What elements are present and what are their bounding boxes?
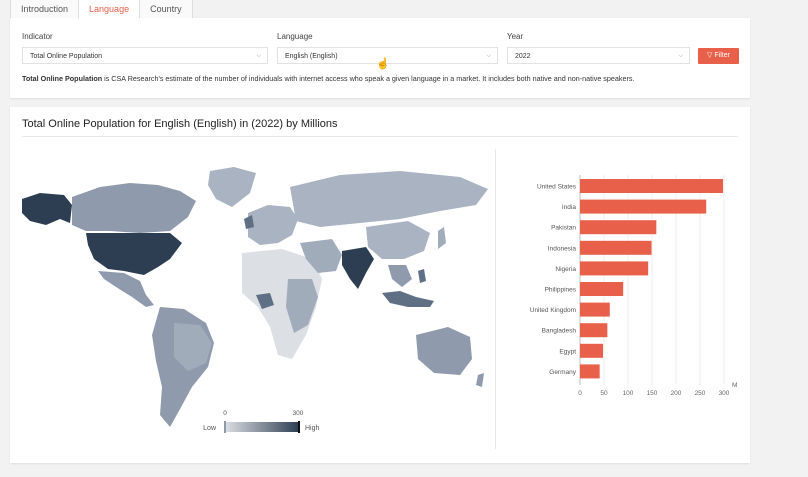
language-label: Language: [277, 32, 313, 41]
chevron-down-icon: ⌵: [678, 53, 683, 59]
world-map[interactable]: 0 300 Low High: [20, 147, 490, 477]
map-russia[interactable]: [290, 171, 488, 227]
map-australia[interactable]: [416, 327, 472, 375]
bar[interactable]: [580, 282, 624, 296]
x-tick-label: 50: [600, 390, 608, 397]
bar[interactable]: [580, 199, 707, 214]
category-label: India: [562, 204, 576, 211]
map-brazil[interactable]: [174, 323, 212, 371]
map-nigeria[interactable]: [256, 293, 274, 309]
year-value: 2022: [515, 53, 531, 60]
chart-panel: Total Online Population for English (Eng…: [10, 107, 750, 463]
year-select[interactable]: 2022 ⌵: [507, 47, 690, 64]
category-label: United Kingdom: [530, 307, 576, 314]
map-southeast-asia[interactable]: [388, 265, 412, 287]
indicator-label: Indicator: [22, 32, 53, 41]
hand-cursor-icon: ☝: [376, 58, 390, 70]
description-term: Total Online Population: [22, 74, 103, 83]
legend-low-label: Low: [203, 425, 217, 432]
map-philippines[interactable]: [418, 269, 426, 283]
map-usa[interactable]: [86, 233, 182, 275]
map-east-africa[interactable]: [286, 279, 318, 333]
category-label: Germany: [549, 369, 576, 376]
map-uk[interactable]: [244, 215, 254, 229]
map-greenland[interactable]: [208, 167, 256, 207]
map-japan[interactable]: [438, 227, 446, 249]
x-tick-label: 100: [623, 390, 634, 397]
x-tick-label: 150: [647, 390, 658, 397]
legend-high-label: High: [305, 425, 320, 432]
x-tick-label: 0: [578, 390, 582, 397]
language-value: English (English): [285, 53, 338, 60]
map-india[interactable]: [342, 247, 374, 289]
filter-button[interactable]: ▽ Filter: [698, 48, 739, 64]
tab-bar: Introduction Language Country: [10, 0, 193, 19]
legend-handle-low[interactable]: [224, 421, 226, 433]
map-china[interactable]: [366, 221, 430, 259]
description-text: is CSA Research's estimate of the number…: [102, 74, 635, 83]
map-africa[interactable]: [242, 249, 322, 359]
indicator-select[interactable]: Total Online Population ⌵: [22, 47, 268, 64]
filter-button-label: Filter: [714, 52, 730, 59]
tab-country[interactable]: Country: [139, 0, 193, 19]
category-label: Nigeria: [555, 266, 576, 273]
bar[interactable]: [580, 240, 652, 255]
legend-handle-high[interactable]: [298, 421, 300, 433]
bar[interactable]: [580, 364, 600, 379]
map-middle-east[interactable]: [300, 239, 342, 273]
x-tick-label: 200: [671, 390, 682, 397]
category-label: Pakistan: [551, 225, 576, 232]
chevron-down-icon: ⌵: [256, 53, 261, 59]
category-label: United States: [537, 184, 577, 191]
map-legend: 0 300 Low High: [203, 410, 320, 433]
bar[interactable]: [580, 343, 604, 358]
map-mexico[interactable]: [98, 271, 154, 307]
legend-gradient[interactable]: [225, 422, 299, 432]
unit-label: M: [732, 382, 737, 389]
bar[interactable]: [580, 220, 657, 235]
legend-max-label: 300: [293, 410, 304, 417]
bar[interactable]: [580, 261, 649, 276]
map-europe[interactable]: [248, 205, 298, 245]
category-label: Bangladesh: [542, 328, 577, 335]
page-scrollbar[interactable]: [796, 0, 808, 470]
map-alaska[interactable]: [22, 193, 72, 225]
chart-divider: [495, 149, 496, 449]
indicator-description: Total Online Population is CSA Research'…: [22, 74, 634, 83]
chevron-down-icon: ⌵: [486, 53, 491, 59]
chart-title: Total Online Population for English (Eng…: [22, 118, 338, 130]
bar[interactable]: [580, 323, 608, 338]
map-canada[interactable]: [72, 183, 196, 233]
indicator-value: Total Online Population: [30, 53, 102, 60]
category-label: Egypt: [559, 348, 576, 355]
map-indonesia[interactable]: [382, 291, 434, 307]
language-select[interactable]: English (English) ⌵: [277, 47, 498, 64]
map-new-zealand[interactable]: [476, 373, 484, 387]
title-divider: [22, 136, 738, 137]
filter-icon: ▽: [707, 52, 713, 59]
x-tick-label: 300: [719, 390, 730, 397]
category-label: Philippines: [545, 287, 577, 294]
tab-language[interactable]: Language: [78, 0, 141, 19]
filter-panel: Indicator Total Online Population ⌵ Lang…: [10, 18, 750, 98]
bar[interactable]: [580, 179, 724, 193]
category-label: Indonesia: [548, 245, 577, 252]
year-label: Year: [507, 32, 524, 41]
bar[interactable]: [580, 302, 610, 317]
x-tick-label: 250: [695, 390, 706, 397]
tab-introduction[interactable]: Introduction: [10, 0, 80, 19]
legend-min-label: 0: [223, 410, 227, 417]
map-countries: [22, 167, 488, 427]
